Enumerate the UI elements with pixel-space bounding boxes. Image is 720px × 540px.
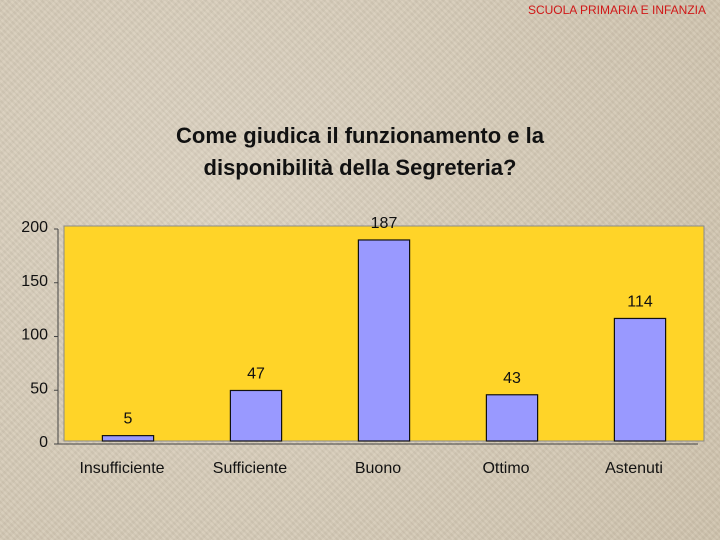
y-axis: 0 50 100 150 200 [21,219,58,451]
bar [229,389,283,442]
data-label: 5 [124,411,133,428]
chart-title-line-2: disponibilità della Segreteria? [203,155,517,180]
labels: 5 Insufficiente 47 Sufficiente 187 Buono 43 Ott… [79,215,662,477]
bar [485,394,539,442]
bar [101,435,155,442]
x-tick-label: Ottimo [482,460,529,477]
x-tick-label: Sufficiente [213,460,288,477]
bars [101,239,667,442]
x-tick-label: Insufficiente [79,460,164,477]
header-label: SCUOLA PRIMARIA E INFANZIA [527,3,706,17]
chart-title: Come giudica il funzionamento e la dispo… [0,120,720,184]
data-label: 43 [503,370,521,387]
bar [357,239,411,442]
data-label: 187 [371,215,398,232]
data-label: 114 [627,293,653,310]
bar [613,317,667,442]
y-tick-label: 50 [30,380,48,397]
x-tick-label: Astenuti [605,460,663,477]
data-label: 47 [247,365,265,382]
chart-title-line-1: Come giudica il funzionamento e la [176,123,544,148]
x-tick-label: Buono [355,460,401,477]
y-tick-label: 100 [21,327,48,344]
y-tick-label: 0 [39,434,48,451]
y-tick-label: 200 [21,219,48,236]
y-tick-label: 150 [21,273,48,290]
